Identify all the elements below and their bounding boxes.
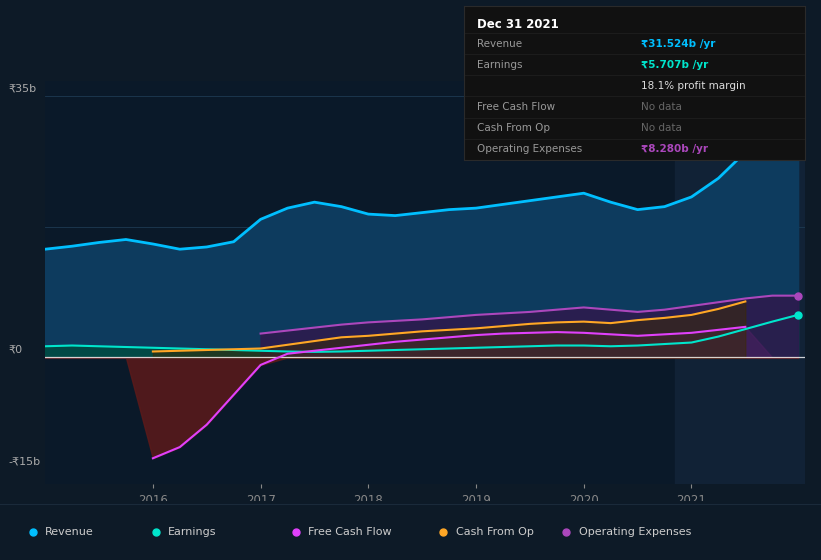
Text: Operating Expenses: Operating Expenses	[579, 527, 691, 537]
Text: Operating Expenses: Operating Expenses	[478, 144, 583, 154]
Text: ₹35b: ₹35b	[8, 83, 36, 94]
Text: No data: No data	[641, 102, 682, 112]
Text: Free Cash Flow: Free Cash Flow	[478, 102, 556, 112]
Text: Revenue: Revenue	[45, 527, 94, 537]
Text: Cash From Op: Cash From Op	[456, 527, 534, 537]
Bar	[464, 6, 805, 34]
Text: ₹31.524b /yr: ₹31.524b /yr	[641, 39, 715, 49]
Text: ₹5.707b /yr: ₹5.707b /yr	[641, 60, 709, 70]
Text: ₹0: ₹0	[8, 344, 22, 354]
Text: ₹8.280b /yr: ₹8.280b /yr	[641, 144, 708, 154]
Text: Earnings: Earnings	[478, 60, 523, 70]
Text: No data: No data	[641, 123, 682, 133]
Text: Cash From Op: Cash From Op	[478, 123, 551, 133]
Text: Dec 31 2021: Dec 31 2021	[478, 17, 559, 31]
Text: Revenue: Revenue	[478, 39, 523, 49]
Text: -₹15b: -₹15b	[8, 456, 40, 466]
Text: Earnings: Earnings	[168, 527, 217, 537]
Text: 18.1% profit margin: 18.1% profit margin	[641, 81, 745, 91]
Bar	[676, 81, 805, 484]
Text: Free Cash Flow: Free Cash Flow	[308, 527, 392, 537]
